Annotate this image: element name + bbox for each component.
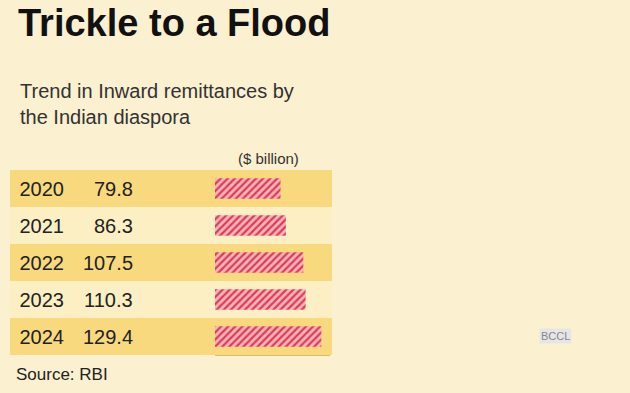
svg-text:110.3: 110.3 (84, 289, 133, 311)
svg-text:2021: 2021 (20, 215, 65, 237)
svg-text:2020: 2020 (20, 178, 65, 200)
svg-text:86.3: 86.3 (94, 215, 133, 237)
svg-text:2022: 2022 (20, 252, 65, 274)
svg-text:Trend in Inward remittances by: Trend in Inward remittances bythe Indian… (20, 80, 294, 128)
svg-text:Trickle to a Flood: Trickle to a Flood (18, 2, 331, 44)
svg-text:Source: RBI: Source: RBI (16, 365, 108, 384)
svg-text:129.4: 129.4 (83, 326, 133, 348)
svg-text:107.5: 107.5 (83, 252, 133, 274)
svg-text:BCCL: BCCL (541, 330, 570, 342)
svg-text:79.8: 79.8 (94, 178, 133, 200)
svg-text:2024: 2024 (20, 326, 65, 348)
svg-text:2023: 2023 (20, 289, 65, 311)
svg-text:($ billion): ($ billion) (238, 150, 299, 167)
